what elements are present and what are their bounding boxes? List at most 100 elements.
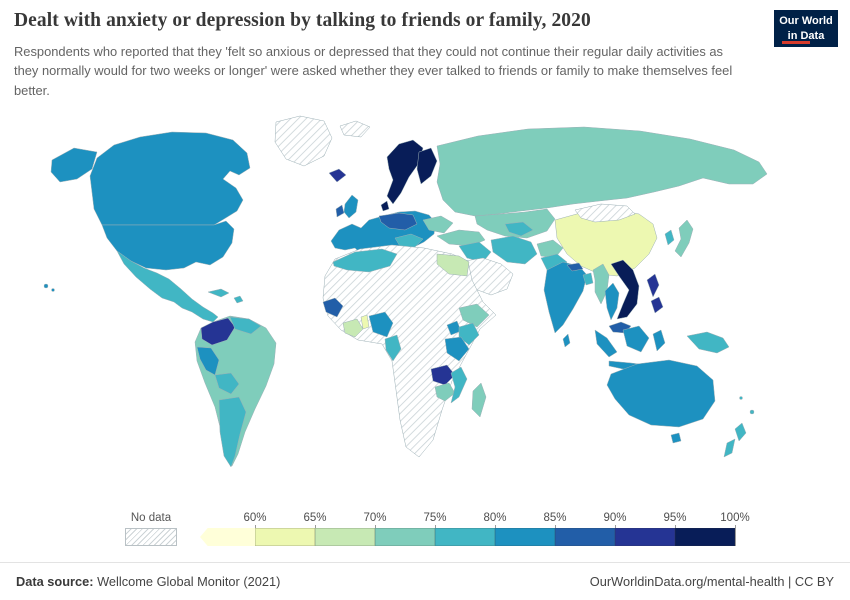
region-venezuela[interactable] [229,316,262,335]
legend-bin-60-65[interactable] [255,528,315,546]
owid-logo-accent-bar [782,41,810,44]
legend-no-data: No data [125,512,177,548]
region-pacific-islands[interactable] [739,396,743,400]
legend-bin-75-80[interactable] [435,528,495,546]
owid-logo-line2: in Data [787,29,825,42]
region-kenya[interactable] [458,322,480,346]
region-russia[interactable] [436,126,768,217]
world-map [43,115,768,468]
region-mexico-central-america[interactable] [116,250,219,323]
region-argentina-chile[interactable] [218,396,247,468]
region-south-korea[interactable] [664,229,675,246]
legend-tick-60: 60% [243,512,267,524]
region-sri-lanka[interactable] [562,333,571,348]
region-caribbean[interactable] [207,288,230,298]
region-denmark[interactable] [380,200,390,212]
legend-tick-mark [735,525,736,546]
legend-tick-80: 80% [483,512,507,524]
legend-bin-85-90[interactable] [555,528,615,546]
map-legend: No data 60% 65% 70% 75% 80% 85% 90% 95% … [125,512,760,548]
data-source: Data source: Wellcome Global Monitor (20… [16,574,280,589]
no-data-label: No data [130,512,172,524]
owid-logo[interactable]: Our World in Data [774,10,838,47]
region-vietnam-cambodia-laos[interactable] [610,259,640,320]
legend-bin-90-95[interactable] [615,528,675,546]
legend-tick-75: 75% [423,512,447,524]
region-new-zealand[interactable] [734,422,747,442]
region-benin[interactable] [360,314,370,330]
chart-footer: Data source: Wellcome Global Monitor (20… [0,562,850,600]
region-zambia[interactable] [430,364,456,386]
region-ireland[interactable] [335,204,345,218]
no-data-swatch[interactable] [125,528,177,546]
region-australia[interactable] [606,359,716,428]
region-thailand[interactable] [604,282,620,321]
region-iceland[interactable] [328,168,347,183]
region-united-states-hawaii[interactable] [43,283,49,289]
region-united-states[interactable] [101,220,235,271]
region-iran[interactable] [490,235,538,265]
region-morocco-algeria[interactable] [332,248,398,273]
region-philippines[interactable] [650,296,664,314]
region-australia-tasmania[interactable] [670,432,682,444]
legend-tick-95: 95% [663,512,687,524]
legend-bin-65-70[interactable] [315,528,375,546]
legend-tick-100: 100% [720,512,750,524]
region-zimbabwe[interactable] [434,382,456,402]
region-ethiopia[interactable] [458,303,490,328]
region-united-states-hawaii[interactable] [51,288,55,292]
region-canada[interactable] [89,131,251,226]
region-central-europe[interactable] [378,212,418,231]
legend-tick-90: 90% [603,512,627,524]
region-indonesia-borneo[interactable] [622,325,650,353]
region-philippines[interactable] [646,273,660,298]
region-iraq-syria[interactable] [458,241,492,263]
region-colombia-ecuador[interactable] [200,317,236,346]
chart-subtitle: Respondents who reported that they 'felt… [14,44,733,98]
region-bolivia[interactable] [214,372,240,395]
region-scandinavia[interactable] [386,139,424,205]
region-svalbard[interactable] [339,120,371,138]
region-nepal[interactable] [566,262,584,272]
region-japan[interactable] [674,219,694,258]
region-united-kingdom[interactable] [343,194,359,219]
color-scale: 60% 65% 70% 75% 80% 85% 90% 95% 100% [200,512,760,548]
region-greenland[interactable] [274,115,333,167]
data-source-text: Wellcome Global Monitor (2021) [93,574,281,589]
region-mongolia[interactable] [574,203,636,223]
region-brazil[interactable] [194,315,277,467]
legend-bin-80-85[interactable] [495,528,555,546]
region-myanmar[interactable] [592,263,610,305]
region-indonesia-sulawesi[interactable] [652,329,666,352]
region-nigeria[interactable] [368,311,394,338]
page-title: Dealt with anxiety or depression by talk… [14,10,591,31]
region-new-guinea[interactable] [686,331,730,354]
region-tanzania[interactable] [444,336,470,362]
legend-bin-95-100[interactable] [675,528,735,546]
region-caribbean[interactable] [233,295,244,304]
region-mozambique[interactable] [450,366,468,404]
region-madagascar[interactable] [471,382,487,418]
region-senegal-guinea[interactable] [322,297,344,318]
region-finland[interactable] [416,147,438,185]
region-pacific-islands[interactable] [749,409,755,415]
region-egypt[interactable] [436,253,470,277]
region-india[interactable] [543,261,588,334]
region-cameroon-gabon[interactable] [384,334,402,362]
region-africa-no-data[interactable] [322,244,497,458]
region-ukraine[interactable] [422,215,454,234]
region-indonesia-sumatra[interactable] [594,329,618,358]
legend-tick-85: 85% [543,512,567,524]
region-afghanistan[interactable] [536,239,564,259]
legend-bin-70-75[interactable] [375,528,435,546]
region-ghana-cote-divoire[interactable] [342,318,364,338]
owid-link[interactable]: OurWorldinData.org/mental-health | CC BY [589,574,834,589]
data-source-label: Data source: [16,574,94,589]
region-bangladesh[interactable] [582,272,594,286]
region-uzbekistan[interactable] [504,221,534,237]
region-turkey[interactable] [436,229,486,247]
region-new-zealand[interactable] [723,438,736,458]
region-united-states-alaska[interactable] [50,147,98,183]
owid-logo-line1: Our World [779,15,833,28]
legend-bin-under-60[interactable] [200,528,255,546]
